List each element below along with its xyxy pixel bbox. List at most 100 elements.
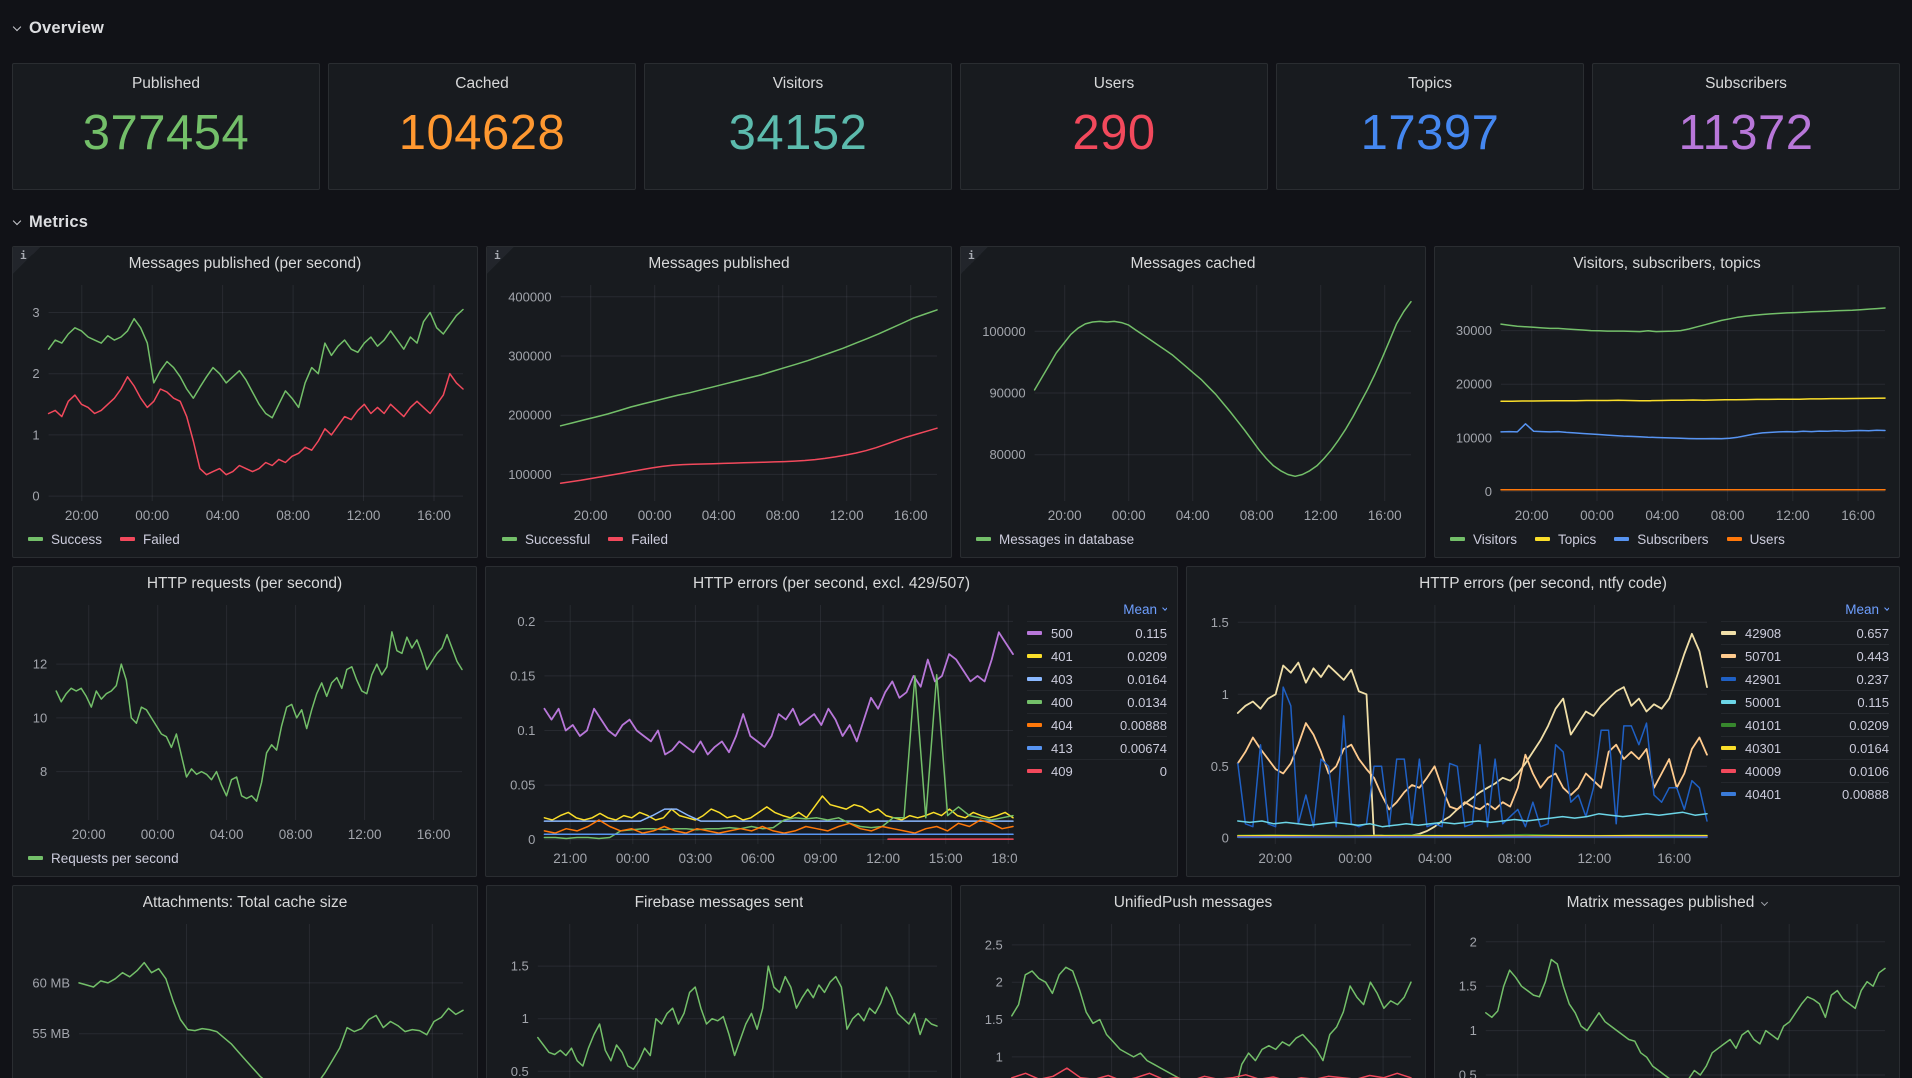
legend-item[interactable]: Success — [28, 532, 102, 547]
legend-table-row[interactable]: 400 0.0134 — [1027, 690, 1167, 713]
chart-plot[interactable]: 0 0.05 0.1 0.15 0.2 21:00 00:00 03:00 06:00 09:00… — [496, 597, 1017, 870]
panel-header[interactable]: Matrix messages published — [1445, 890, 1889, 916]
legend-table-row[interactable]: 42901 0.237 — [1721, 667, 1889, 690]
legend-table-row[interactable]: 500 0.115 — [1027, 621, 1167, 644]
legend-table-row[interactable]: 404 0.00888 — [1027, 713, 1167, 736]
chart-plot[interactable]: 0 1 2 3 20:00 00:00 04:00 08:00 12:00 16:00 — [23, 277, 467, 527]
chart-plot[interactable]: 0 10000 20000 30000 20:00 00:00 04:00 08:00 12:0… — [1445, 277, 1889, 527]
panel-info-icon[interactable]: i — [13, 247, 40, 274]
legend: Requests per second — [23, 846, 466, 870]
legend-swatch-icon — [1721, 654, 1736, 658]
legend-mean-header[interactable]: Mean — [1721, 597, 1889, 621]
panel-http-requests: HTTP requests (per second) 8 10 12 20:00 00:… — [12, 566, 477, 877]
chart-canvas[interactable]: 55 MB 60 MB — [23, 916, 467, 1078]
stat-title[interactable]: Topics — [1408, 75, 1452, 92]
x-axis-tick-label: 08:00 — [766, 508, 800, 523]
legend-item[interactable]: Messages in database — [976, 532, 1134, 547]
panel-info-icon[interactable]: i — [961, 247, 988, 274]
panel-title: Attachments: Total cache size — [142, 894, 348, 911]
legend-swatch-icon — [976, 537, 991, 541]
legend-table-row[interactable]: 401 0.0209 — [1027, 644, 1167, 667]
panel-header[interactable]: Messages cached — [971, 251, 1415, 277]
legend-table-row[interactable]: 40101 0.0209 — [1721, 713, 1889, 736]
legend-table-row[interactable]: 413 0.00674 — [1027, 736, 1167, 759]
panel-header[interactable]: Firebase messages sent — [497, 890, 941, 916]
legend-swatch-icon — [1721, 631, 1736, 635]
legend-series-label: 40301 — [1745, 740, 1782, 756]
legend-table-row[interactable]: 40009 0.0106 — [1721, 759, 1889, 782]
panel-header[interactable]: HTTP requests (per second) — [23, 571, 466, 597]
series-line-Successful — [559, 309, 938, 427]
legend-item[interactable]: Visitors — [1450, 532, 1517, 547]
chart-plot[interactable]: 55 MB 60 MB — [23, 916, 467, 1078]
y-axis-tick-label: 2.5 — [985, 937, 1003, 952]
x-axis-tick-label: 06:00 — [741, 851, 775, 866]
x-axis-tick-label: 21:00 — [553, 851, 587, 866]
legend-item[interactable]: Successful — [502, 532, 590, 547]
legend-item[interactable]: Failed — [608, 532, 668, 547]
stat-title[interactable]: Visitors — [772, 75, 824, 92]
panel-title: Firebase messages sent — [634, 894, 804, 911]
legend-item[interactable]: Topics — [1535, 532, 1596, 547]
x-axis-tick-label: 04:00 — [702, 508, 736, 523]
panel-header[interactable]: Visitors, subscribers, topics — [1445, 251, 1889, 277]
chart-plot[interactable]: 1 1.5 2 2.5 — [971, 916, 1415, 1078]
y-axis-tick-label: 10 — [33, 710, 47, 725]
legend-item[interactable]: Requests per second — [28, 851, 179, 866]
chart-plot[interactable]: 0.5 1 1.5 2 — [1445, 916, 1889, 1078]
legend-table-row[interactable]: 403 0.0164 — [1027, 667, 1167, 690]
chart-canvas[interactable]: 0.5 1 1.5 — [497, 916, 941, 1078]
panel-info-icon[interactable]: i — [487, 247, 514, 274]
legend-swatch-icon — [120, 537, 136, 541]
chart-canvas[interactable]: 0 10000 20000 30000 20:00 00:00 04:00 08:00 12:0… — [1445, 277, 1889, 527]
series-line-Requests per second — [55, 631, 463, 802]
stat-title[interactable]: Subscribers — [1705, 75, 1787, 92]
panel-header[interactable]: Messages published — [497, 251, 941, 277]
legend-table-row[interactable]: 42908 0.657 — [1721, 621, 1889, 644]
legend-item[interactable]: Subscribers — [1614, 532, 1709, 547]
x-axis-tick-label: 16:00 — [894, 508, 928, 523]
legend-item[interactable]: Failed — [120, 532, 180, 547]
info-glyph: i — [20, 249, 27, 262]
panel-header[interactable]: HTTP errors (per second, excl. 429/507) — [496, 571, 1167, 597]
stat-title[interactable]: Published — [131, 75, 201, 92]
legend-table-row[interactable]: 50701 0.443 — [1721, 644, 1889, 667]
chart-canvas[interactable]: 0 0.5 1 1.5 20:00 00:00 04:00 08:00 12:00 16:00 — [1197, 597, 1711, 870]
y-axis-tick-label: 90000 — [989, 386, 1025, 401]
chart-canvas[interactable]: 0.5 1 1.5 2 — [1445, 916, 1889, 1078]
panel-header[interactable]: Attachments: Total cache size — [23, 890, 467, 916]
legend-swatch-icon — [1027, 677, 1042, 681]
legend-series-label: 40009 — [1745, 763, 1782, 779]
chart-canvas[interactable]: 0 0.05 0.1 0.15 0.2 21:00 00:00 03:00 06:00 09:00… — [496, 597, 1017, 870]
chart-plot[interactable]: 0 0.5 1 1.5 20:00 00:00 04:00 08:00 12:00 16:00 — [1197, 597, 1711, 870]
section-metrics[interactable]: Metrics — [12, 210, 1898, 234]
legend-table-row[interactable]: 409 0 — [1027, 759, 1167, 782]
chart-canvas[interactable]: 0 1 2 3 20:00 00:00 04:00 08:00 12:00 16:00 — [23, 277, 467, 527]
chart-plot[interactable]: 8 10 12 20:00 00:00 04:00 08:00 12:00 16:00 — [23, 597, 466, 846]
chart-canvas[interactable]: 100000 200000 300000 400000 20:00 00:00 04:00 0… — [497, 277, 941, 527]
panel-messages-cached: i Messages cached 80000 90000 100000 20:00 0… — [960, 246, 1426, 558]
chart-canvas[interactable]: 8 10 12 20:00 00:00 04:00 08:00 12:00 16:00 — [23, 597, 466, 846]
y-axis-tick-label: 0 — [1222, 831, 1229, 846]
y-axis-tick-label: 1.5 — [511, 959, 529, 974]
legend-item[interactable]: Users — [1726, 532, 1785, 547]
panel-header[interactable]: UnifiedPush messages — [971, 890, 1415, 916]
legend-table-row[interactable]: 50001 0.115 — [1721, 690, 1889, 713]
chart-canvas[interactable]: 1 1.5 2 2.5 — [971, 916, 1415, 1078]
legend-mean-header[interactable]: Mean — [1027, 597, 1167, 621]
panel-http-errors-ntfy: HTTP errors (per second, ntfy code) 0 0.5… — [1186, 566, 1900, 877]
legend-table-row[interactable]: 40401 0.00888 — [1721, 782, 1889, 805]
chart-plot[interactable]: 0.5 1 1.5 — [497, 916, 941, 1078]
panel-header[interactable]: Messages published (per second) — [23, 251, 467, 277]
y-axis-tick-label: 0.5 — [511, 1064, 529, 1078]
stat-title[interactable]: Cached — [455, 75, 509, 92]
chart-canvas[interactable]: 80000 90000 100000 20:00 00:00 04:00 08:00 12:0… — [971, 277, 1415, 527]
x-axis-tick-label: 09:00 — [804, 851, 838, 866]
stat-title[interactable]: Users — [1093, 75, 1135, 92]
section-overview[interactable]: Overview — [12, 16, 1898, 40]
panel-header[interactable]: HTTP errors (per second, ntfy code) — [1197, 571, 1889, 597]
chart-plot[interactable]: 80000 90000 100000 20:00 00:00 04:00 08:00 12:0… — [971, 277, 1415, 527]
chart-plot[interactable]: 100000 200000 300000 400000 20:00 00:00 04:00 0… — [497, 277, 941, 527]
legend-table-row[interactable]: 40301 0.0164 — [1721, 736, 1889, 759]
legend-label: Failed — [143, 531, 180, 547]
